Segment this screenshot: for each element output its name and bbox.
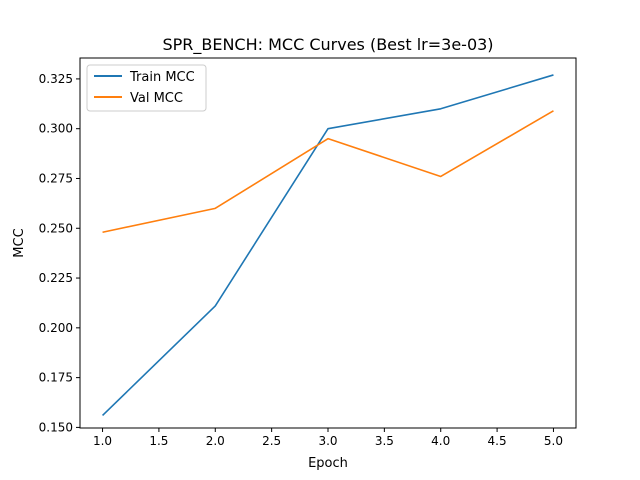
y-tick-label: 0.225 xyxy=(39,271,73,285)
y-tick-label: 0.300 xyxy=(39,122,73,136)
x-tick-label: 3.0 xyxy=(318,434,337,448)
series-layer xyxy=(101,74,554,417)
legend: Train MCC Val MCC xyxy=(86,64,207,112)
y-axis-label: MCC xyxy=(12,228,27,257)
y-tick-label: 0.250 xyxy=(39,221,73,235)
x-tick-label: 2.5 xyxy=(262,434,281,448)
y-tick-label: 0.175 xyxy=(39,371,73,385)
x-tick-label: 1.5 xyxy=(149,434,168,448)
x-tick-label: 2.0 xyxy=(206,434,225,448)
x-axis-label: Epoch xyxy=(308,456,348,471)
x-tick-label: 5.0 xyxy=(544,434,563,448)
series-line-train-mcc xyxy=(101,74,554,417)
y-tick-label: 0.275 xyxy=(39,171,73,185)
y-tick-label: 0.200 xyxy=(39,321,73,335)
y-tick-label: 0.150 xyxy=(39,420,73,434)
x-tick-label: 4.5 xyxy=(488,434,507,448)
x-tick-label: 1.0 xyxy=(93,434,112,448)
axes-frame xyxy=(79,57,577,429)
chart-title: SPR_BENCH: MCC Curves (Best lr=3e-03) xyxy=(162,35,493,55)
y-tick-label: 0.325 xyxy=(39,72,73,86)
legend-label-val-mcc: Val MCC xyxy=(130,91,183,106)
series-line-val-mcc xyxy=(102,110,554,234)
legend-label-train-mcc: Train MCC xyxy=(129,70,195,85)
x-tick-label: 4.0 xyxy=(431,434,450,448)
x-tick-label: 3.5 xyxy=(375,434,394,448)
ticks-layer: 1.0 1.5 2.0 2.5 3.0 3.5 4.0 4.5 5.0 0.150 0.175 0.2… xyxy=(39,72,563,448)
